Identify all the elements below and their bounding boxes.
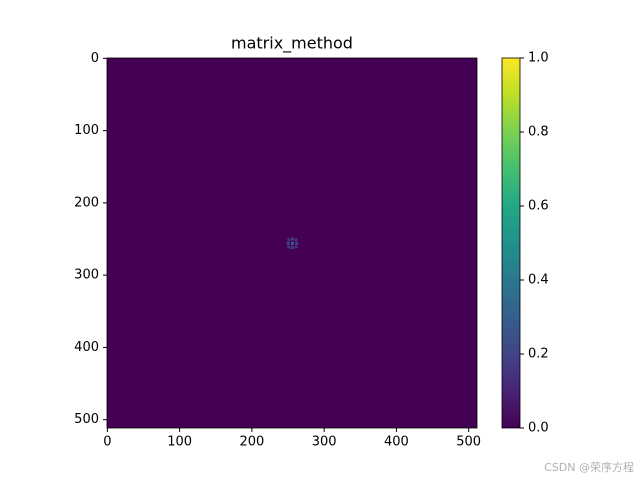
cell — [294, 238, 298, 242]
y-tick-label: 300 — [74, 268, 99, 283]
x-tick-label: 200 — [239, 435, 264, 450]
cell — [290, 237, 294, 241]
y-tick-label: 200 — [74, 195, 99, 210]
x-tick-label: 500 — [456, 435, 481, 450]
colorbar-tick-label: 1.0 — [528, 51, 549, 66]
cell — [290, 241, 294, 245]
colorbar-tick-label: 0.2 — [528, 347, 549, 362]
chart-title: matrix_method — [231, 34, 353, 54]
y-tick-label: 400 — [74, 340, 99, 355]
colorbar — [501, 57, 521, 429]
colorbar-tick-label: 0.4 — [528, 273, 549, 288]
cell — [295, 241, 299, 245]
cell — [290, 246, 294, 250]
axes-frame — [106, 57, 478, 429]
y-tick-label: 500 — [74, 412, 99, 427]
colorbar-tick-label: 0.8 — [528, 125, 549, 140]
cell — [287, 238, 291, 242]
y-tick-label: 0 — [91, 51, 99, 66]
watermark: CSDN @荣序方程 — [544, 460, 634, 474]
cell — [294, 245, 298, 249]
cell — [287, 245, 291, 249]
x-tick-label: 300 — [312, 435, 337, 450]
x-tick-label: 100 — [167, 435, 192, 450]
colorbar-tick-label: 0.0 — [528, 421, 549, 436]
y-tick-label: 100 — [74, 123, 99, 138]
colorbar-tick-label: 0.6 — [528, 199, 549, 214]
x-tick-label: 400 — [384, 435, 409, 450]
cell — [286, 241, 290, 245]
x-tick-label: 0 — [103, 435, 111, 450]
